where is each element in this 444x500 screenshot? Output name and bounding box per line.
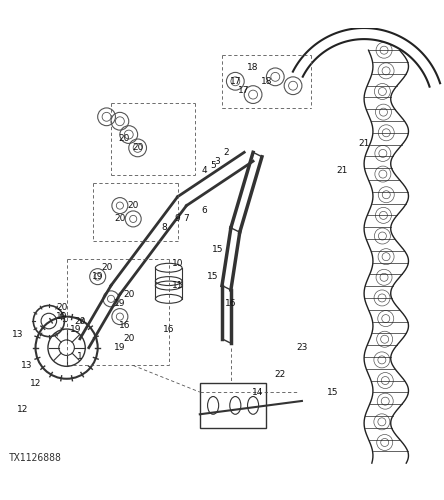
Text: 20: 20: [123, 334, 135, 344]
Text: 15: 15: [207, 272, 219, 281]
Text: 20: 20: [127, 201, 139, 210]
Bar: [200, 383, 266, 428]
Text: 21: 21: [358, 139, 370, 148]
Text: 13: 13: [12, 330, 24, 339]
Text: 11: 11: [172, 281, 183, 290]
Text: 2: 2: [224, 148, 229, 157]
Text: 12: 12: [16, 406, 28, 414]
Text: 1: 1: [77, 352, 83, 361]
Text: 22: 22: [274, 370, 285, 379]
Text: 20: 20: [74, 316, 86, 326]
Text: 20: 20: [114, 214, 126, 224]
Text: 19: 19: [56, 312, 68, 321]
Text: 19: 19: [114, 343, 126, 352]
Text: 17: 17: [230, 77, 241, 86]
Text: 18: 18: [247, 64, 259, 72]
Text: 16: 16: [119, 321, 130, 330]
Text: TX1126888: TX1126888: [9, 453, 62, 463]
Text: 15: 15: [212, 246, 223, 254]
Text: 18: 18: [261, 77, 272, 86]
Text: 19: 19: [92, 272, 103, 281]
Text: 20: 20: [56, 303, 68, 312]
Text: 21: 21: [336, 166, 348, 174]
Text: 20: 20: [132, 144, 143, 152]
Text: 23: 23: [296, 343, 308, 352]
Text: 12: 12: [30, 378, 41, 388]
Text: 17: 17: [238, 86, 250, 94]
Text: 16: 16: [163, 326, 174, 334]
Text: 19: 19: [70, 326, 81, 334]
Text: 5: 5: [210, 161, 216, 170]
Text: 19: 19: [114, 299, 126, 308]
Text: 10: 10: [172, 259, 183, 268]
Text: 9: 9: [175, 214, 180, 224]
Text: 4: 4: [202, 166, 207, 174]
Text: 13: 13: [21, 361, 32, 370]
Text: 16: 16: [225, 299, 237, 308]
Text: 6: 6: [202, 206, 207, 214]
Text: 15: 15: [327, 388, 339, 396]
Text: 20: 20: [123, 290, 135, 299]
Text: 20: 20: [119, 134, 130, 143]
Text: 7: 7: [184, 214, 189, 224]
Text: 20: 20: [101, 264, 112, 272]
Text: 8: 8: [162, 224, 167, 232]
Text: 14: 14: [252, 388, 263, 396]
Text: 3: 3: [215, 156, 220, 166]
